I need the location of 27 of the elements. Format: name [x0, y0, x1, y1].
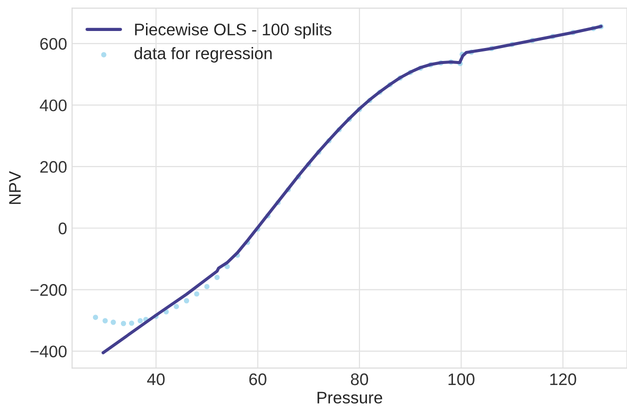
legend-label: data for regression — [134, 47, 272, 63]
point — [129, 320, 134, 326]
x-axis-title: Pressure — [318, 392, 382, 404]
point — [194, 291, 200, 297]
y-tick-label: 0 — [58, 222, 67, 234]
point — [102, 318, 108, 324]
y-tick-label: −200 — [30, 284, 67, 296]
point — [110, 320, 116, 325]
point — [92, 314, 98, 320]
x-tick-label: 80 — [350, 373, 368, 386]
point — [120, 320, 126, 326]
y-axis-title: NPV — [9, 171, 21, 204]
y-tick-label: 600 — [40, 38, 67, 50]
y-tick-label: 400 — [40, 99, 67, 112]
x-tick-label: 100 — [448, 373, 474, 386]
x-tick-label: 60 — [249, 373, 266, 386]
legend-label: Piecewise OLS - 100 splits — [135, 23, 332, 39]
line-series — [102, 24, 603, 354]
point — [214, 274, 220, 280]
point — [204, 284, 210, 290]
point — [138, 318, 143, 324]
point — [184, 298, 190, 304]
x-tick-label: 40 — [147, 373, 165, 386]
y-tick-label: −400 — [30, 346, 67, 358]
x-tick-label: 120 — [550, 373, 576, 386]
y-tick-label: 200 — [40, 161, 67, 173]
point — [174, 304, 179, 310]
